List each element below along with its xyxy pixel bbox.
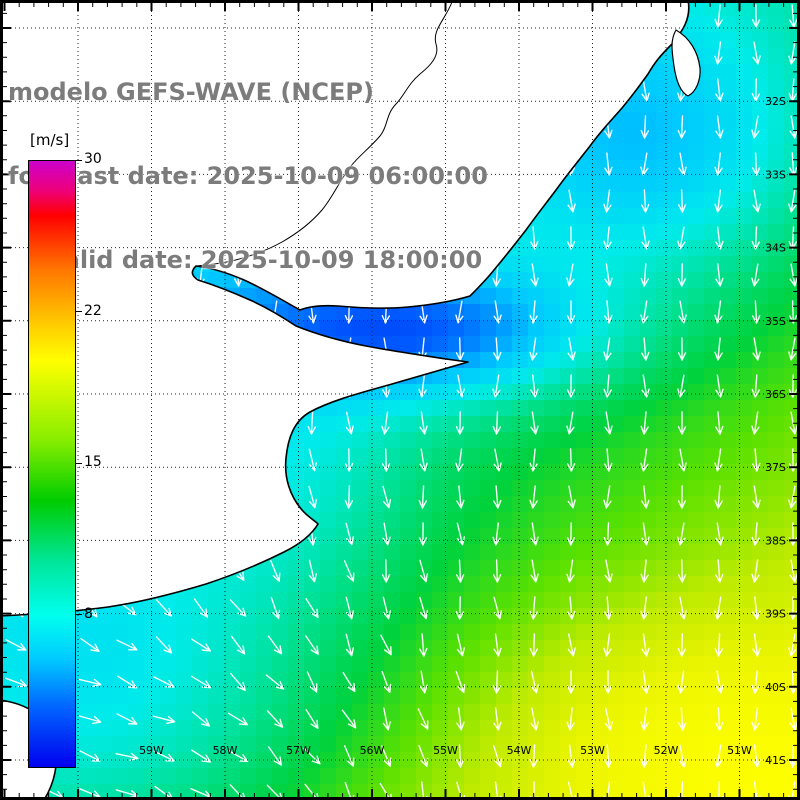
lat-label: 32S: [765, 95, 786, 108]
lon-label: 58W: [213, 744, 238, 757]
lat-label: 41S: [765, 754, 786, 767]
lat-label: 40S: [765, 681, 786, 694]
colorbar-tick-label: 22: [84, 303, 102, 319]
lon-label: 55W: [433, 744, 458, 757]
lon-label: 54W: [507, 744, 532, 757]
lon-label: 57W: [286, 744, 311, 757]
colorbar-unit-label: [m/s]: [30, 131, 70, 149]
lon-label: 52W: [654, 744, 679, 757]
colorbar-tick-label: 8: [84, 606, 93, 622]
lat-label: 33S: [765, 168, 786, 181]
coastal-lagoon: [671, 29, 701, 97]
lat-label: 38S: [765, 534, 786, 547]
lon-label: 56W: [360, 744, 385, 757]
country-border-line: [195, 1, 453, 267]
lat-label: 37S: [765, 461, 786, 474]
lat-label: 35S: [765, 315, 786, 328]
colorbar-tick-label: 30: [84, 151, 102, 167]
colorbar-tickmark: [75, 311, 82, 312]
colorbar: [28, 160, 76, 768]
latlon-grid: [3, 3, 797, 797]
model-title: modelo GEFS-WAVE (NCEP): [8, 78, 374, 106]
lat-label: 34S: [765, 242, 786, 255]
forecast-date-line: forecast date: 2025-10-09 06:00:00: [8, 162, 488, 190]
colorbar-tick-label: 15: [84, 454, 102, 470]
lat-label: 36S: [765, 388, 786, 401]
geo-labels: 32S 33S 34S 35S 36S 37S 38S 39S 40S 41S 59W 58W 57W 5…: [139, 95, 786, 767]
lat-label: 39S: [765, 608, 786, 621]
colorbar-tickmark: [75, 160, 82, 161]
lon-label: 53W: [580, 744, 605, 757]
land-mass: [0, 0, 690, 617]
lon-label: 59W: [139, 744, 164, 757]
title-block: modelo GEFS-WAVE (NCEP) forecast date: 2…: [8, 22, 488, 330]
colorbar-tickmark: [75, 463, 82, 464]
valid-date-line: valid date: 2025-10-09 18:00:00: [48, 246, 483, 274]
lon-label: 51W: [727, 744, 752, 757]
colorbar-tickmark: [75, 614, 82, 615]
